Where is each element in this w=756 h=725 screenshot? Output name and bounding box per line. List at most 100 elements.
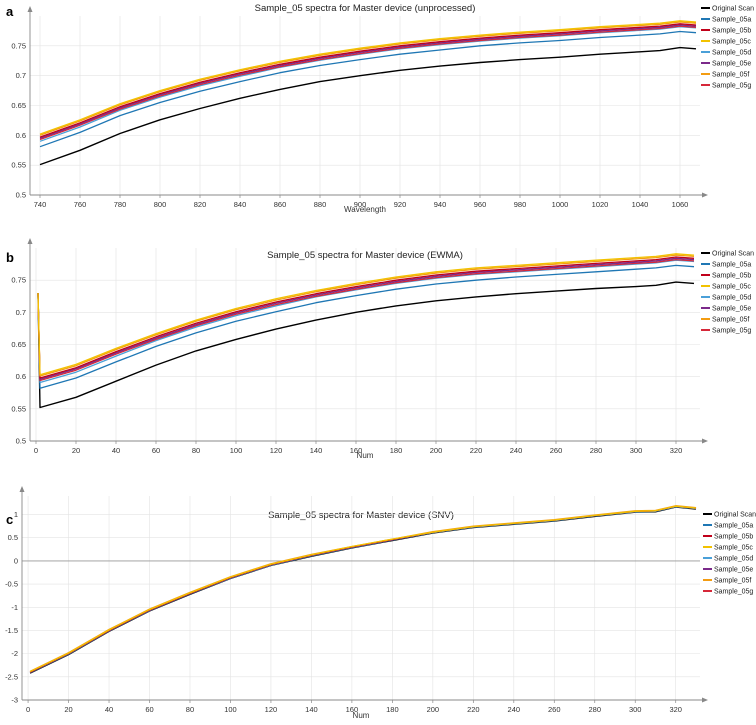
y-tick-label: 0.65 — [11, 101, 26, 110]
series-line-sample-05a — [39, 30, 697, 148]
x-tick-label: 100 — [230, 446, 243, 455]
y-tick-label: 0.7 — [16, 71, 26, 80]
y-axis-arrow — [27, 238, 33, 244]
y-tick-label: 0.75 — [11, 41, 26, 50]
legend: Original Scan Sample_05a Sample_05b Sample_… — [703, 512, 756, 596]
x-tick-label: 980 — [514, 200, 527, 209]
x-tick-label: 40 — [105, 705, 113, 714]
x-tick-label: 200 — [427, 705, 440, 714]
legend-label-sample-05d: Sample_05d — [712, 50, 751, 57]
x-tick-label: 220 — [467, 705, 480, 714]
series-line-sample-05g — [39, 25, 697, 141]
x-tick-label: 780 — [114, 200, 127, 209]
legend-label-sample-05a: Sample_05a — [712, 262, 751, 269]
panel-label: a — [6, 4, 14, 19]
x-tick-label: 880 — [314, 200, 327, 209]
x-tick-label: 0 — [34, 446, 38, 455]
panel-label: c — [6, 512, 13, 527]
x-tick-label: 240 — [510, 446, 523, 455]
y-axis-arrow — [27, 6, 33, 12]
legend-label-sample-05f: Sample_05f — [712, 317, 749, 324]
series-line-sample-05f — [37, 254, 695, 377]
legend-label-original-scan: Original Scan — [712, 6, 754, 13]
series-line-sample-05g — [29, 505, 697, 673]
legend-label-sample-05b: Sample_05b — [712, 28, 751, 35]
y-axis-arrow — [19, 486, 25, 492]
x-tick-label: 260 — [548, 705, 561, 714]
x-tick-label: 320 — [669, 705, 682, 714]
x-tick-label: 940 — [434, 200, 447, 209]
y-tick-label: 0.5 — [16, 437, 26, 446]
x-tick-label: 1060 — [672, 200, 689, 209]
y-tick-label: 0 — [14, 556, 18, 565]
x-tick-label: 960 — [474, 200, 487, 209]
x-tick-label: 200 — [430, 446, 443, 455]
series-line-sample-05c — [37, 253, 695, 376]
series-line-sample-05e — [29, 505, 697, 673]
legend-label-sample-05e: Sample_05e — [712, 61, 751, 68]
x-tick-label: 800 — [154, 200, 167, 209]
legend-label-sample-05a: Sample_05a — [714, 523, 753, 530]
chart-title: Sample_05 spectra for Master device (unp… — [255, 3, 476, 14]
series-line-sample-05e — [39, 24, 697, 139]
x-tick-label: 180 — [386, 705, 399, 714]
legend-label-original-scan: Original Scan — [712, 251, 754, 258]
x-tick-label: 160 — [346, 705, 359, 714]
y-tick-label: 0.5 — [16, 191, 26, 200]
x-tick-label: 860 — [274, 200, 287, 209]
x-tick-label: 20 — [72, 446, 80, 455]
x-tick-label: 280 — [590, 446, 603, 455]
y-tick-label: -3 — [11, 696, 18, 705]
x-tick-label: 80 — [186, 705, 194, 714]
y-tick-label: 0.6 — [16, 372, 26, 381]
x-tick-label: 120 — [265, 705, 278, 714]
panel-a: a Sample_05 spectra for Master device (un… — [6, 3, 754, 214]
legend-label-sample-05g: Sample_05g — [714, 589, 753, 596]
series-line-original-scan — [39, 46, 697, 166]
legend-label-sample-05g: Sample_05g — [712, 328, 751, 335]
x-tick-label: 160 — [350, 446, 363, 455]
series-line-original-scan — [37, 281, 695, 409]
y-tick-label: 1 — [14, 510, 18, 519]
legend-label-sample-05c: Sample_05c — [712, 39, 751, 46]
x-tick-label: 180 — [390, 446, 403, 455]
x-tick-label: 140 — [310, 446, 323, 455]
series-line-sample-05d — [37, 259, 695, 384]
x-tick-label: 320 — [670, 446, 683, 455]
panel-label: b — [6, 250, 14, 265]
x-tick-label: 40 — [112, 446, 120, 455]
y-tick-label: -2 — [11, 649, 18, 658]
legend-label-sample-05g: Sample_05g — [712, 83, 751, 90]
x-tick-label: 840 — [234, 200, 247, 209]
y-tick-label: 0.55 — [11, 404, 26, 413]
chart-title: Sample_05 spectra for Master device (SNV… — [268, 510, 454, 521]
series-line-sample-05a — [37, 264, 695, 389]
x-tick-label: 80 — [192, 446, 200, 455]
x-tick-label: 820 — [194, 200, 207, 209]
series-line-sample-05b — [37, 256, 695, 379]
series-line-sample-05b — [29, 505, 697, 673]
x-tick-label: 220 — [470, 446, 483, 455]
x-axis-arrow — [702, 438, 708, 444]
x-tick-label: 140 — [305, 705, 318, 714]
legend-label-sample-05b: Sample_05b — [712, 273, 751, 280]
series-line-original-scan — [29, 506, 697, 674]
legend-label-sample-05d: Sample_05d — [712, 295, 751, 302]
x-tick-label: 240 — [508, 705, 521, 714]
x-tick-label: 1020 — [592, 200, 609, 209]
y-tick-label: -2.5 — [5, 672, 18, 681]
x-tick-label: 280 — [589, 705, 602, 714]
x-tick-label: 260 — [550, 446, 563, 455]
x-tick-label: 300 — [629, 705, 642, 714]
legend: Original Scan Sample_05a Sample_05b Sample_… — [701, 251, 754, 335]
y-tick-label: 0.65 — [11, 340, 26, 349]
x-tick-label: 900 — [354, 200, 367, 209]
x-axis-label: Num — [357, 451, 374, 460]
legend-label-sample-05c: Sample_05c — [712, 284, 751, 291]
series-line-sample-05b — [39, 23, 697, 138]
y-tick-label: 0.6 — [16, 131, 26, 140]
y-tick-label: 0.75 — [11, 276, 26, 285]
y-tick-label: -0.5 — [5, 580, 18, 589]
series-line-sample-05c — [39, 20, 697, 135]
